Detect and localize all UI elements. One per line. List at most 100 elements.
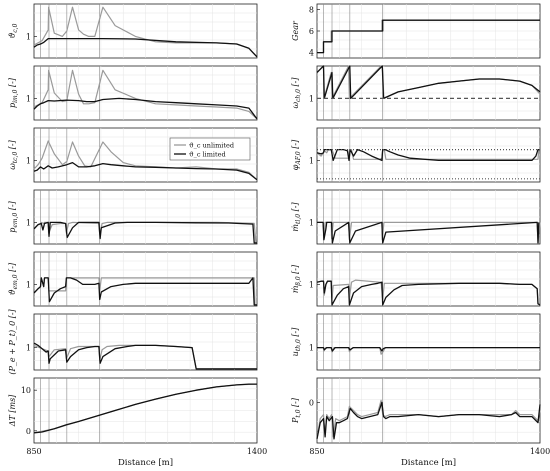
y-axis-label-part: u xyxy=(291,351,300,356)
panel-left-5: 1 ϑem,0 [-] xyxy=(8,251,258,307)
y-axis-label-part: t,0 xyxy=(295,409,302,417)
y-axis-label-part: (P_e + P_t)_0 [-] xyxy=(8,308,17,374)
y-axis-label-part: [-] xyxy=(291,139,300,151)
y-axis-label: φAF,0 [-] xyxy=(291,139,302,170)
y-axis-label: ϑc,0 xyxy=(8,23,19,38)
x-axis-label: Distance [m] xyxy=(118,458,173,468)
series-line-1 xyxy=(317,346,540,352)
y-axis-label: ṁtl,0 [-] xyxy=(291,202,302,232)
y-tick-label: 1 xyxy=(309,218,314,227)
y-axis-label-part: ω xyxy=(8,163,17,170)
y-axis-label: pim,0 [-] xyxy=(8,77,19,108)
y-axis-label-part: β,0 xyxy=(295,276,302,286)
series-line-1 xyxy=(33,383,257,434)
panel-right-4: 1 ṁtl,0 [-] xyxy=(291,189,541,245)
x-tick-label: 1400 xyxy=(530,447,550,456)
y-axis-label: ΔT [ms] xyxy=(8,394,17,427)
series-line-0 xyxy=(316,149,540,160)
y-axis-label-part: c,0 xyxy=(12,23,19,32)
y-axis-label-part: [-] xyxy=(8,77,17,89)
series-line-1 xyxy=(33,37,258,58)
y-axis-label-part: [-] xyxy=(291,264,300,276)
y-axis-label-part: φ xyxy=(291,164,300,170)
y-axis-label-part: ΔT [ms] xyxy=(8,394,17,427)
series-line-1 xyxy=(316,401,541,440)
y-tick-label: 1 xyxy=(309,94,314,103)
y-tick-label: 1 xyxy=(309,280,314,289)
y-tick-label: 6 xyxy=(309,27,314,36)
panel-left-6: 1 (P_e + P_t)_0 [-] xyxy=(8,308,258,375)
y-axis-label-part: ṁ xyxy=(291,224,300,232)
y-tick-label: 1 xyxy=(26,344,31,353)
y-tick-label: 1 xyxy=(26,218,31,227)
y-tick-label: 4 xyxy=(309,49,314,58)
x-tick-label: 850 xyxy=(309,447,324,456)
y-axis-label-part: [-] xyxy=(8,262,17,274)
y-axis-label-part: im,0 xyxy=(12,89,19,103)
y-axis-label-part: P xyxy=(291,417,300,424)
y-tick-label: 1 xyxy=(26,32,31,41)
series-line-0 xyxy=(316,399,541,439)
y-axis-label-part: th,0 xyxy=(295,339,302,351)
series-line-1 xyxy=(316,148,540,162)
series-line-0 xyxy=(317,221,541,244)
y-axis-label: ṁβ,0 [-] xyxy=(291,264,302,293)
panel-right-2: 1 ωch,0 [-] xyxy=(291,65,541,121)
y-tick-label: 1 xyxy=(309,156,314,165)
y-axis-label-part: tl,0 xyxy=(295,214,302,224)
series-line-1 xyxy=(33,342,257,370)
panel-left-7: 0 10 ΔT [ms] 850 1400 Distance [m] xyxy=(8,377,267,468)
legend-label: ϑ_c limited xyxy=(189,151,226,159)
series-line-1 xyxy=(33,277,257,306)
x-tick-label: 850 xyxy=(26,447,41,456)
series-line-1 xyxy=(317,19,540,54)
y-axis-label: (P_e + P_t)_0 [-] xyxy=(8,308,17,374)
series-line-1 xyxy=(33,97,258,120)
y-axis-label: ϑem,0 [-] xyxy=(8,262,19,295)
y-axis-label-part: em,0 xyxy=(12,274,19,289)
series-line--_c-unlimited xyxy=(33,140,258,181)
y-axis-label-part: tc,0 xyxy=(12,152,19,164)
y-tick-label: 1 xyxy=(26,156,31,165)
y-axis-label: Pt,0 [-] xyxy=(291,397,302,424)
y-tick-label: 8 xyxy=(309,5,314,14)
legend-label: ϑ_c unlimited xyxy=(189,142,234,150)
y-axis-label-part: Gear xyxy=(291,20,300,41)
series-line-1 xyxy=(33,221,257,244)
y-tick-label: 10 xyxy=(21,386,31,395)
series-line-1 xyxy=(316,280,541,306)
y-axis-label-part: ϑ xyxy=(8,32,17,38)
y-axis-label-part: p xyxy=(8,103,17,108)
y-axis-label-part: ϑ xyxy=(8,289,17,295)
legend-box xyxy=(169,137,251,161)
series-line-1 xyxy=(317,221,540,244)
panel-right-5: 1 ṁβ,0 [-] xyxy=(291,251,541,307)
series-line-1 xyxy=(316,65,541,100)
panel-right-1: 4 6 8 Gear xyxy=(291,3,541,59)
y-axis-label-part: [-] xyxy=(291,327,300,339)
y-axis-label-part: p xyxy=(8,228,17,233)
y-axis-label-part: AF,0 xyxy=(295,151,302,165)
y-axis-label-part: em,0 xyxy=(12,213,19,228)
y-axis-label-part: ch,0 xyxy=(295,89,302,102)
y-tick-label: 0 xyxy=(309,398,314,407)
panel-right-3: 1 φAF,0 [-] xyxy=(291,127,541,183)
y-axis-label: ωtc,0 [-] xyxy=(8,139,19,169)
y-axis-label: pem,0 [-] xyxy=(8,200,19,232)
panel-left-2: 1 pim,0 [-] xyxy=(8,65,258,121)
y-axis-label-part: [-] xyxy=(291,77,300,89)
y-axis-label-part: ṁ xyxy=(291,285,300,293)
y-tick-label: 1 xyxy=(26,94,31,103)
y-axis-label-part: [-] xyxy=(8,139,17,151)
y-axis-label-part: ω xyxy=(291,101,300,108)
y-axis-label-part: [-] xyxy=(8,200,17,212)
panel-right-7: 0 Pt,0 [-] 850 1400 Distance [m] xyxy=(291,377,550,468)
series-line-0 xyxy=(33,69,258,120)
series-line--_c-limited xyxy=(33,161,258,181)
panel-left-1: 1 ϑc,0 xyxy=(8,3,258,59)
y-axis-label: uth,0 [-] xyxy=(291,327,302,357)
y-tick-label: 1 xyxy=(309,344,314,353)
y-axis-label: Gear xyxy=(291,20,300,41)
y-axis-label-part: [-] xyxy=(291,397,300,409)
